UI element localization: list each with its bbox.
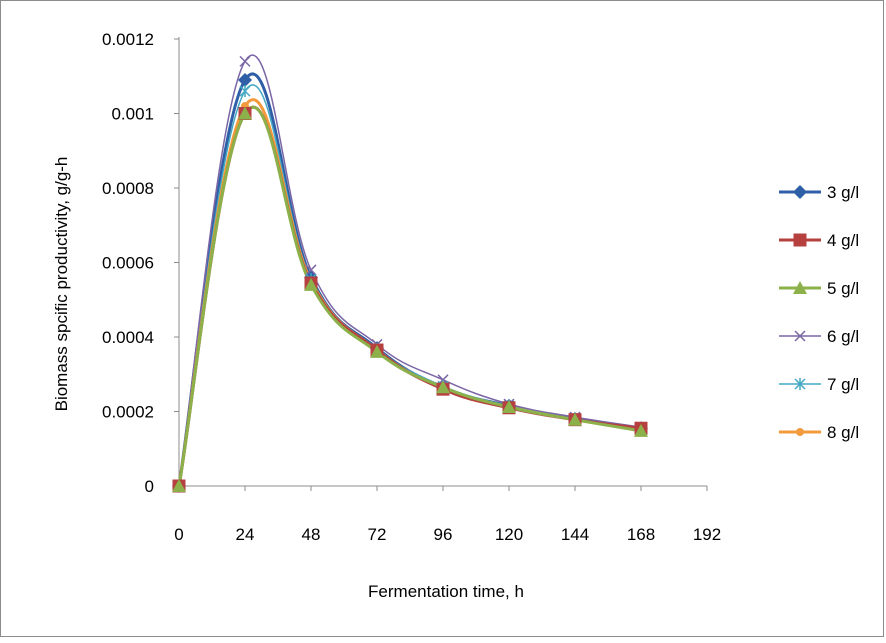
y-tick-label: 0.0006 [102, 254, 154, 273]
x-tick-label: 48 [302, 525, 321, 544]
x-tick-label: 120 [495, 525, 523, 544]
x-tick-label: 0 [174, 525, 183, 544]
y-tick-label: 0 [145, 477, 154, 496]
x-tick-label: 72 [368, 525, 387, 544]
data-point [172, 479, 186, 492]
legend-label: 8 g/l [827, 423, 859, 442]
data-point [238, 106, 252, 120]
legend-label: 5 g/l [827, 279, 859, 298]
data-point [304, 277, 318, 291]
y-tick-label: 0.0012 [102, 30, 154, 49]
data-point [305, 264, 317, 276]
x-tick-label: 168 [627, 525, 655, 544]
x-tick-label: 24 [236, 525, 255, 544]
legend-marker [793, 281, 807, 294]
legend-label: 4 g/l [827, 231, 859, 250]
y-axis-title: Biomass spcific productivity, g/g-h [52, 157, 71, 412]
y-tick-label: 0.001 [111, 105, 154, 124]
data-point [239, 85, 251, 98]
legend-marker [794, 378, 806, 390]
data-point [568, 412, 582, 426]
legend-marker [793, 185, 807, 199]
legend-marker [796, 428, 804, 436]
x-axis-title: Fermentation time, h [368, 582, 524, 601]
legend-label: 7 g/l [827, 375, 859, 394]
y-tick-label: 0.0002 [102, 403, 154, 422]
x-tick-label: 192 [693, 525, 721, 544]
data-point [238, 72, 252, 87]
x-tick-label: 144 [561, 525, 589, 544]
legend: 3 g/l 4 g/l 5 g/l 6 g/l 7 g/l 8 g/l [779, 183, 859, 442]
y-tick-label: 0.0004 [102, 328, 154, 347]
data-point [370, 344, 384, 358]
series-line-4-g-l [177, 105, 642, 487]
data-point [634, 423, 648, 437]
data-point [239, 55, 251, 67]
legend-label: 6 g/l [827, 327, 859, 346]
data-point [502, 400, 516, 414]
legend-marker [794, 330, 806, 342]
x-tick-label: 96 [434, 525, 453, 544]
legend-marker [793, 233, 807, 247]
legend-label: 3 g/l [827, 183, 859, 202]
axes: 0 0.0002 0.0004 0.0006 0.0008 0.001 0.0012 0 24 4… [102, 30, 721, 544]
data-point [436, 380, 450, 394]
y-tick-label: 0.0008 [102, 179, 154, 198]
series-line-8-g-l [177, 98, 642, 487]
series-line-6-g-l [178, 54, 642, 487]
plot-area [172, 54, 648, 493]
series-line-5-g-l [177, 105, 642, 487]
